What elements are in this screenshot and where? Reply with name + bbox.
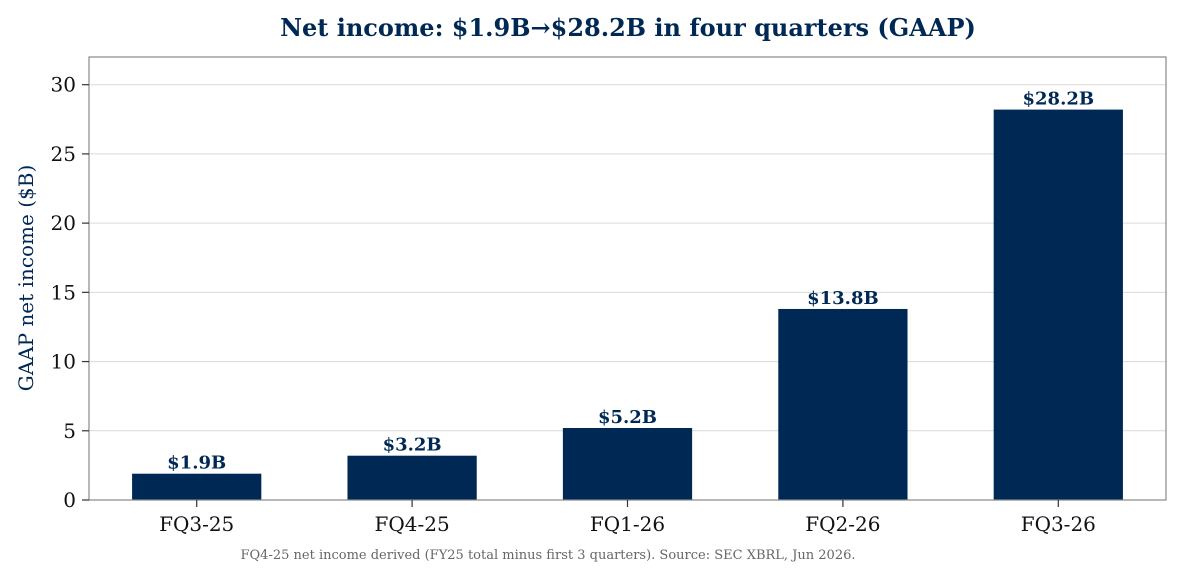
x-tick-label: FQ3-26 [1021,512,1096,536]
bar-value-label: $5.2B [598,407,657,428]
x-tick-label: FQ2-26 [805,512,880,536]
bar-fq2-26 [778,308,908,500]
y-axis-ticks: 0 5 10 15 20 25 30 [51,73,89,512]
y-tick-label: 20 [51,211,76,235]
x-tick-label: FQ1-26 [590,512,665,536]
bars [132,109,1123,500]
y-tick-label: 5 [63,419,76,443]
x-tick-label: FQ3-25 [159,512,234,536]
chart-title: Net income: $1.9B→$28.2B in four quarter… [280,13,976,42]
grid-lines [89,84,1166,432]
y-axis-label: GAAP net income ($B) [14,165,38,392]
bar-value-label: $13.8B [807,288,879,309]
x-tick-label: FQ4-25 [374,512,449,536]
bar-fq3-25 [132,473,262,500]
bar-value-label: $3.2B [383,435,442,456]
x-axis-ticks: FQ3-25 FQ4-25 FQ1-26 FQ2-26 FQ3-26 [159,500,1096,536]
bar-value-label: $28.2B [1023,89,1095,110]
y-tick-label: 15 [51,280,76,304]
y-tick-label: 25 [51,142,76,166]
y-tick-label: 30 [51,73,76,97]
bar-fq4-25 [347,455,477,500]
footnote: FQ4-25 net income derived (FY25 total mi… [241,548,856,563]
y-tick-label: 10 [51,350,76,374]
bar-fq3-26 [993,109,1123,500]
y-tick-label: 0 [63,488,76,512]
bar-value-labels: $1.9B $3.2B $5.2B $13.8B $28.2B [167,89,1094,474]
bar-fq1-26 [562,428,693,500]
bar-value-label: $1.9B [167,453,226,474]
